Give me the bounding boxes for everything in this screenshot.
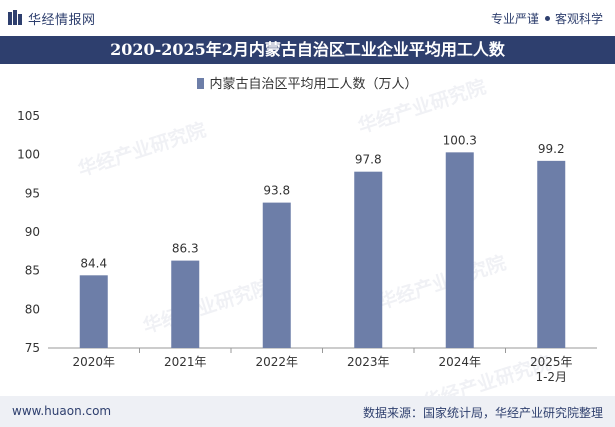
data-label: 97.8	[355, 153, 382, 167]
data-label: 86.3	[172, 242, 199, 256]
legend-label: 内蒙古自治区平均用工人数（万人）	[209, 77, 418, 92]
y-tick-label: 100	[17, 148, 40, 162]
bar	[262, 202, 291, 348]
y-tick-label: 85	[25, 264, 40, 278]
slogan: 专业严谨 客观科学	[491, 10, 603, 27]
slogan-left: 专业严谨	[490, 12, 539, 26]
data-label: 99.2	[538, 142, 565, 156]
bar	[537, 160, 566, 348]
footer-url[interactable]: www.huaon.com	[12, 404, 112, 418]
x-tick-label: 2025年 1-2月	[530, 355, 573, 384]
y-tick-label: 95	[25, 186, 40, 200]
bar-chart: 75 80 85 90 95 100 105 84.4 2020年 86.3 2021年 93.8 20…	[17, 109, 597, 384]
chart-title: 2020-2025年2月内蒙古自治区工业企业平均用工人数	[0, 36, 615, 64]
x-tick-label: 2023年	[347, 355, 390, 369]
top-bar: 华经情报网 专业严谨 客观科学	[0, 0, 615, 36]
bar	[79, 275, 108, 348]
x-tick-label: 2022年	[255, 355, 298, 369]
chart-legend: 内蒙古自治区平均用工人数（万人）	[0, 73, 615, 92]
y-tick-label: 80	[25, 302, 40, 316]
y-tick-label: 75	[25, 341, 40, 355]
bar	[354, 171, 383, 348]
y-tick-label: 105	[17, 109, 40, 123]
y-tick-label: 90	[25, 225, 40, 239]
brand-logo[interactable]: 华经情报网	[8, 9, 96, 28]
bullet-dot-icon	[544, 16, 550, 21]
x-tick-label: 2024年	[438, 355, 481, 369]
data-label: 84.4	[80, 256, 107, 270]
bar	[445, 152, 474, 348]
x-tick-label: 2020年	[72, 355, 115, 369]
footer-source: 数据来源：国家统计局，华经产业研究院整理	[362, 406, 603, 420]
brand-logo-icon	[8, 10, 22, 25]
x-tick-label: 2021年	[164, 355, 207, 369]
brand-name: 华经情报网	[28, 12, 96, 28]
footer: www.huaon.com 数据来源：国家统计局，华经产业研究院整理	[0, 396, 615, 427]
slogan-right: 客观科学	[554, 12, 603, 26]
data-label: 93.8	[263, 184, 290, 198]
legend-swatch	[197, 78, 205, 89]
data-label: 100.3	[443, 133, 477, 147]
bar	[171, 260, 200, 348]
